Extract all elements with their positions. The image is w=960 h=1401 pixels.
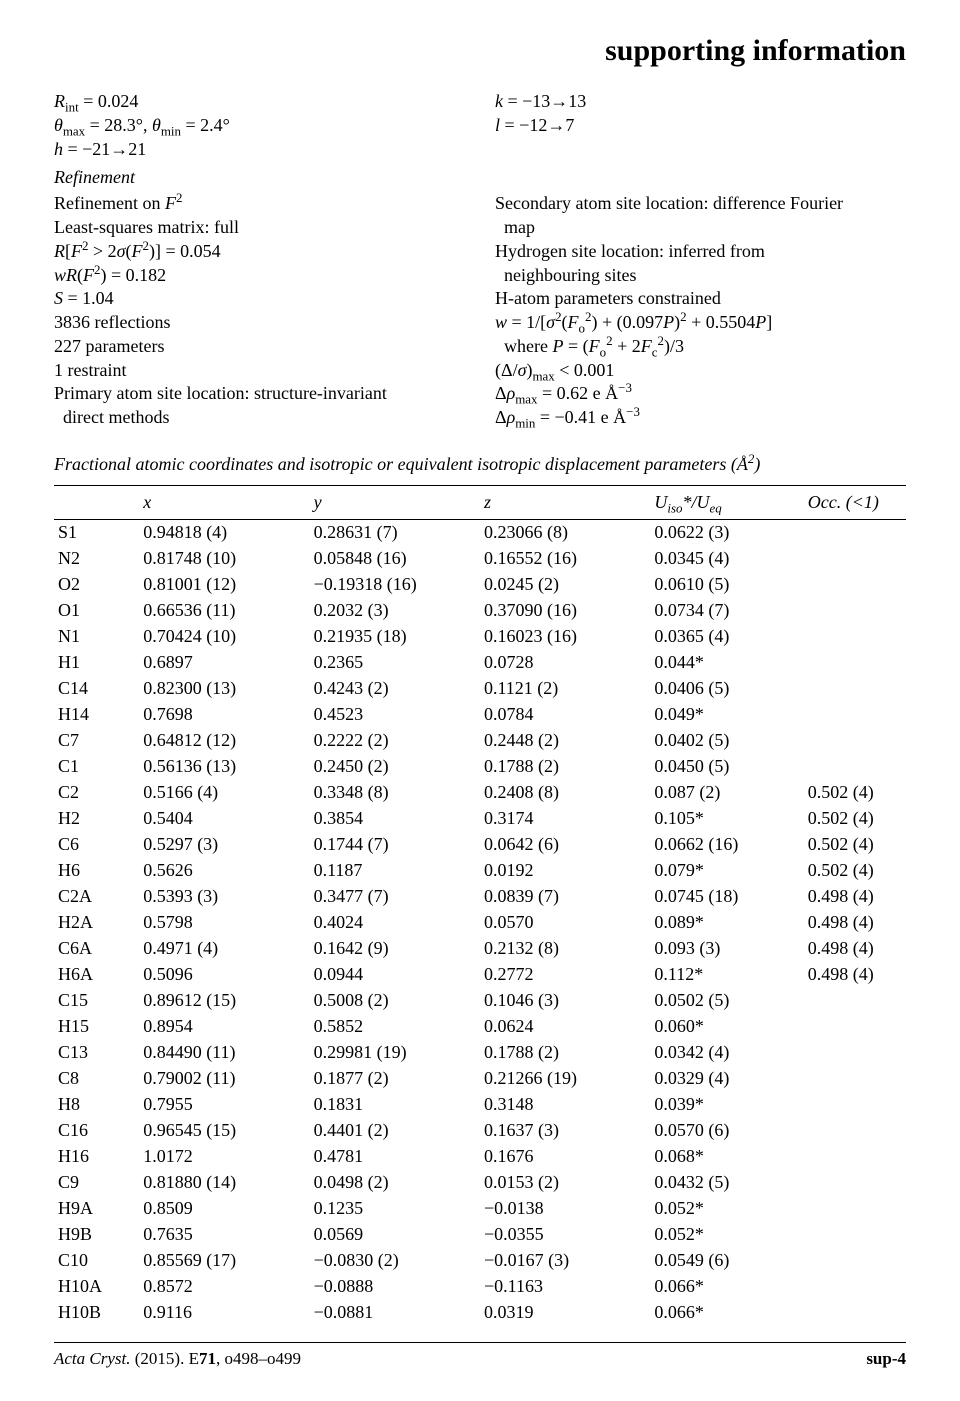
table-row: S10.94818 (4)0.28631 (7)0.23066 (8)0.062… bbox=[54, 519, 906, 546]
text-line: R[F2 > 2σ(F2)] = 0.054 bbox=[54, 240, 465, 264]
col-header: y bbox=[310, 485, 480, 519]
col-header: x bbox=[139, 485, 309, 519]
table-row: H150.89540.58520.06240.060* bbox=[54, 1014, 906, 1040]
text-line: h = −21→21 bbox=[54, 138, 465, 162]
table-row: H140.76980.45230.07840.049* bbox=[54, 702, 906, 728]
text-line: Refinement on F2 bbox=[54, 192, 465, 216]
table-row: C90.81880 (14)0.0498 (2)0.0153 (2)0.0432… bbox=[54, 1170, 906, 1196]
text-line: w = 1/[σ2(Fo2) + (0.097P)2 + 0.5504P] bbox=[495, 311, 906, 335]
table-row: H10.68970.23650.07280.044* bbox=[54, 650, 906, 676]
text-line: Δρmin = −0.41 e Å−3 bbox=[495, 406, 906, 430]
table-row: N10.70424 (10)0.21935 (18)0.16023 (16)0.… bbox=[54, 624, 906, 650]
table-row: O20.81001 (12)−0.19318 (16)0.0245 (2)0.0… bbox=[54, 572, 906, 598]
table-row: H20.54040.38540.31740.105*0.502 (4) bbox=[54, 806, 906, 832]
text-line: direct methods bbox=[54, 406, 465, 430]
col-header: Occ. (<1) bbox=[804, 485, 906, 519]
col-header: Uiso*/Ueq bbox=[650, 485, 803, 519]
text-line: k = −13→13 bbox=[495, 90, 906, 114]
table-row: C10.56136 (13)0.2450 (2)0.1788 (2)0.0450… bbox=[54, 754, 906, 780]
text-line: where P = (Fo2 + 2Fc2)/3 bbox=[495, 335, 906, 359]
text-line: map bbox=[495, 216, 906, 240]
text-line: wR(F2) = 0.182 bbox=[54, 264, 465, 288]
table-row: H9B0.76350.0569−0.03550.052* bbox=[54, 1222, 906, 1248]
col-header: z bbox=[480, 485, 650, 519]
text-line: θmax = 28.3°, θmin = 2.4° bbox=[54, 114, 465, 138]
table-row: H60.56260.11870.01920.079*0.502 (4) bbox=[54, 858, 906, 884]
table-row: C130.84490 (11)0.29981 (19)0.1788 (2)0.0… bbox=[54, 1040, 906, 1066]
text-line: Hydrogen site location: inferred from bbox=[495, 240, 906, 264]
text-line: Primary atom site location: structure-in… bbox=[54, 382, 465, 406]
table-row: H10A0.8572−0.0888−0.11630.066* bbox=[54, 1274, 906, 1300]
text-line: 227 parameters bbox=[54, 335, 465, 359]
table-row: C80.79002 (11)0.1877 (2)0.21266 (19)0.03… bbox=[54, 1066, 906, 1092]
page-header: supporting information bbox=[54, 34, 906, 68]
table-row: H80.79550.18310.31480.039* bbox=[54, 1092, 906, 1118]
text-line: 3836 reflections bbox=[54, 311, 465, 335]
table-row: H6A0.50960.09440.27720.112*0.498 (4) bbox=[54, 962, 906, 988]
text-line: (Δ/σ)max < 0.001 bbox=[495, 359, 906, 383]
table-row: C6A0.4971 (4)0.1642 (9)0.2132 (8)0.093 (… bbox=[54, 936, 906, 962]
table-row: C100.85569 (17)−0.0830 (2)−0.0167 (3)0.0… bbox=[54, 1248, 906, 1274]
table-row: C2A0.5393 (3)0.3477 (7)0.0839 (7)0.0745 … bbox=[54, 884, 906, 910]
table-row: C150.89612 (15)0.5008 (2)0.1046 (3)0.050… bbox=[54, 988, 906, 1014]
text-line: S = 1.04 bbox=[54, 287, 465, 311]
text-line: 1 restraint bbox=[54, 359, 465, 383]
data-collection-block: Rint = 0.024θmax = 28.3°, θmin = 2.4°h =… bbox=[54, 90, 906, 161]
table-row: N20.81748 (10)0.05848 (16)0.16552 (16)0.… bbox=[54, 546, 906, 572]
text-line: Δρmax = 0.62 e Å−3 bbox=[495, 382, 906, 406]
table-row: C140.82300 (13)0.4243 (2)0.1121 (2)0.040… bbox=[54, 676, 906, 702]
table-row: H161.01720.47810.16760.068* bbox=[54, 1144, 906, 1170]
col-header bbox=[54, 485, 139, 519]
footer-citation: Acta Cryst. (2015). E71, o498–o499 bbox=[54, 1349, 301, 1369]
table-row: O10.66536 (11)0.2032 (3)0.37090 (16)0.07… bbox=[54, 598, 906, 624]
refinement-block: Refinement on F2Least-squares matrix: fu… bbox=[54, 192, 906, 430]
refinement-title: Refinement bbox=[54, 167, 906, 188]
table-row: C70.64812 (12)0.2222 (2)0.2448 (2)0.0402… bbox=[54, 728, 906, 754]
table-heading: Fractional atomic coordinates and isotro… bbox=[54, 454, 906, 475]
text-line: neighbouring sites bbox=[495, 264, 906, 288]
footer: Acta Cryst. (2015). E71, o498–o499 sup-4 bbox=[54, 1342, 906, 1369]
text-line: l = −12→7 bbox=[495, 114, 906, 138]
table-row: H2A0.57980.40240.05700.089*0.498 (4) bbox=[54, 910, 906, 936]
text-line: Least-squares matrix: full bbox=[54, 216, 465, 240]
table-row: H10B0.9116−0.08810.03190.066* bbox=[54, 1300, 906, 1326]
page-number: sup-4 bbox=[866, 1349, 906, 1369]
table-row: C20.5166 (4)0.3348 (8)0.2408 (8)0.087 (2… bbox=[54, 780, 906, 806]
table-row: C160.96545 (15)0.4401 (2)0.1637 (3)0.057… bbox=[54, 1118, 906, 1144]
text-line: Rint = 0.024 bbox=[54, 90, 465, 114]
table-row: C60.5297 (3)0.1744 (7)0.0642 (6)0.0662 (… bbox=[54, 832, 906, 858]
text-line: H-atom parameters constrained bbox=[495, 287, 906, 311]
text-line: Secondary atom site location: difference… bbox=[495, 192, 906, 216]
table-row: H9A0.85090.1235−0.01380.052* bbox=[54, 1196, 906, 1222]
coords-table: xyzUiso*/UeqOcc. (<1) S10.94818 (4)0.286… bbox=[54, 485, 906, 1326]
